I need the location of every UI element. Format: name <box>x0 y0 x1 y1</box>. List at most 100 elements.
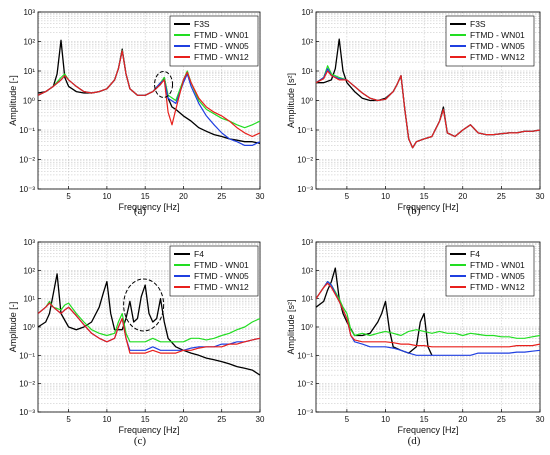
x-tick-label: 20 <box>458 192 467 201</box>
x-tick-label: 10 <box>381 192 390 201</box>
legend-entry: F4 <box>194 249 204 259</box>
x-tick-label: 15 <box>141 192 150 201</box>
x-tick-label: 5 <box>345 415 350 424</box>
legend-entry: FTMD - WN05 <box>470 41 525 51</box>
y-tick-label: 10¹ <box>301 295 313 304</box>
series-line-ftmd-wn12 <box>316 282 540 348</box>
y-tick-label: 10⁻³ <box>19 408 35 417</box>
y-tick-label: 10² <box>301 38 313 47</box>
y-tick-label: 10⁰ <box>301 97 313 106</box>
x-tick-label: 10 <box>102 415 111 424</box>
x-tick-label: 10 <box>102 192 111 201</box>
legend-entry: FTMD - WN12 <box>470 52 525 62</box>
x-tick-label: 30 <box>256 192 265 201</box>
series-line-f4 <box>38 273 260 376</box>
y-tick-label: 10³ <box>23 8 35 17</box>
x-tick-label: 30 <box>256 415 265 424</box>
y-tick-label: 10¹ <box>23 67 35 76</box>
grid <box>38 12 261 190</box>
y-tick-label: 10⁰ <box>23 323 35 332</box>
legend-entry: FTMD - WN05 <box>194 271 249 281</box>
legend-entry: F4 <box>470 249 480 259</box>
legend-entry: FTMD - WN01 <box>470 260 525 270</box>
y-tick-label: 10⁻² <box>297 380 313 389</box>
y-tick-label: 10⁻¹ <box>297 351 313 360</box>
legend-entry: FTMD - WN12 <box>194 52 249 62</box>
y-tick-label: 10³ <box>301 238 313 247</box>
legend-entry: FTMD - WN12 <box>470 282 525 292</box>
y-tick-label: 10⁰ <box>301 323 313 332</box>
x-tick-label: 20 <box>458 415 467 424</box>
series-line-ftmd-wn12 <box>38 50 260 138</box>
x-tick-label: 30 <box>536 192 545 201</box>
series-lines <box>316 38 540 149</box>
legend-entry: F3S <box>194 19 210 29</box>
y-axis-label: Amplitude [s²] <box>286 299 296 354</box>
x-tick-label: 25 <box>217 415 226 424</box>
x-tick-label: 15 <box>420 415 429 424</box>
x-tick-label: 5 <box>66 192 71 201</box>
y-tick-label: 10¹ <box>23 295 35 304</box>
x-axis-label: Frequency [Hz] <box>397 425 458 435</box>
series-line-ftmd-wn01 <box>38 300 260 343</box>
y-tick-label: 10² <box>23 38 35 47</box>
y-axis-label: Amplitude [s²] <box>286 73 296 128</box>
y-axis-label: Amplitude [-] <box>8 75 18 126</box>
x-tick-label: 25 <box>217 192 226 201</box>
y-tick-label: 10² <box>301 266 313 275</box>
y-tick-label: 10¹ <box>301 67 313 76</box>
y-tick-label: 10⁻² <box>19 156 35 165</box>
x-tick-label: 20 <box>179 415 188 424</box>
x-tick-label: 30 <box>536 415 545 424</box>
x-tick-label: 15 <box>141 415 150 424</box>
y-axis-label: Amplitude [-] <box>8 302 18 353</box>
x-axis-label: Frequency [Hz] <box>118 202 179 212</box>
legend-entry: FTMD - WN12 <box>194 282 249 292</box>
x-tick-label: 5 <box>66 415 71 424</box>
annotation-ellipse <box>154 70 174 98</box>
panel-label: (d) <box>408 435 421 447</box>
panel-b: 5 10 15 20 25 30 10⁻³ 10⁻² 10⁻¹ 10⁰ 10¹ 10² 10³ Frequ… <box>286 8 545 217</box>
y-tick-label: 10⁻¹ <box>19 351 35 360</box>
y-tick-label: 10³ <box>23 238 35 247</box>
series-lines <box>38 39 260 146</box>
x-tick-label: 15 <box>420 192 429 201</box>
legend-entry: FTMD - WN01 <box>470 30 525 40</box>
legend-entry: F3S <box>470 19 486 29</box>
x-tick-label: 20 <box>179 192 188 201</box>
panel-c: 5 10 15 20 25 30 10⁻³ 10⁻² 10⁻¹ 10⁰ 10¹ 10² 10³ Frequ… <box>8 238 265 447</box>
panel-label: (a) <box>134 205 147 217</box>
series-line-f4 <box>316 267 433 356</box>
y-tick-label: 10² <box>23 266 35 275</box>
panel-d: 5 10 15 20 25 30 10⁻³ 10⁻² 10⁻¹ 10⁰ 10¹ 10² 10³ Frequ… <box>286 238 545 447</box>
y-tick-label: 10⁰ <box>23 97 35 106</box>
x-tick-label: 25 <box>497 415 506 424</box>
annotation-ellipse <box>123 278 165 332</box>
y-tick-label: 10⁻³ <box>297 408 313 417</box>
y-tick-label: 10⁻² <box>297 156 313 165</box>
series-lines <box>38 273 260 376</box>
x-axis-label: Frequency [Hz] <box>118 425 179 435</box>
series-line-ftmd-wn12 <box>316 70 540 149</box>
x-tick-label: 10 <box>381 415 390 424</box>
x-axis-label: Frequency [Hz] <box>397 202 458 212</box>
series-line-ftmd-wn01 <box>316 281 540 339</box>
y-tick-label: 10³ <box>301 8 313 17</box>
panel-a: 5 10 15 20 25 30 10⁻³ 10⁻² 10⁻¹ 10⁰ 10¹ 10² 10³ Frequ… <box>8 8 265 217</box>
legend-entry: FTMD - WN01 <box>194 260 249 270</box>
series-line-ftmd-wn12 <box>38 302 260 354</box>
y-tick-label: 10⁻³ <box>297 185 313 194</box>
y-tick-label: 10⁻¹ <box>19 126 35 135</box>
legend-entry: FTMD - WN05 <box>194 41 249 51</box>
x-tick-label: 5 <box>345 192 350 201</box>
legend-entry: FTMD - WN01 <box>194 30 249 40</box>
y-tick-label: 10⁻² <box>19 380 35 389</box>
series-lines <box>316 267 540 356</box>
y-tick-label: 10⁻¹ <box>297 126 313 135</box>
y-tick-label: 10⁻³ <box>19 185 35 194</box>
legend-entry: FTMD - WN05 <box>470 271 525 281</box>
